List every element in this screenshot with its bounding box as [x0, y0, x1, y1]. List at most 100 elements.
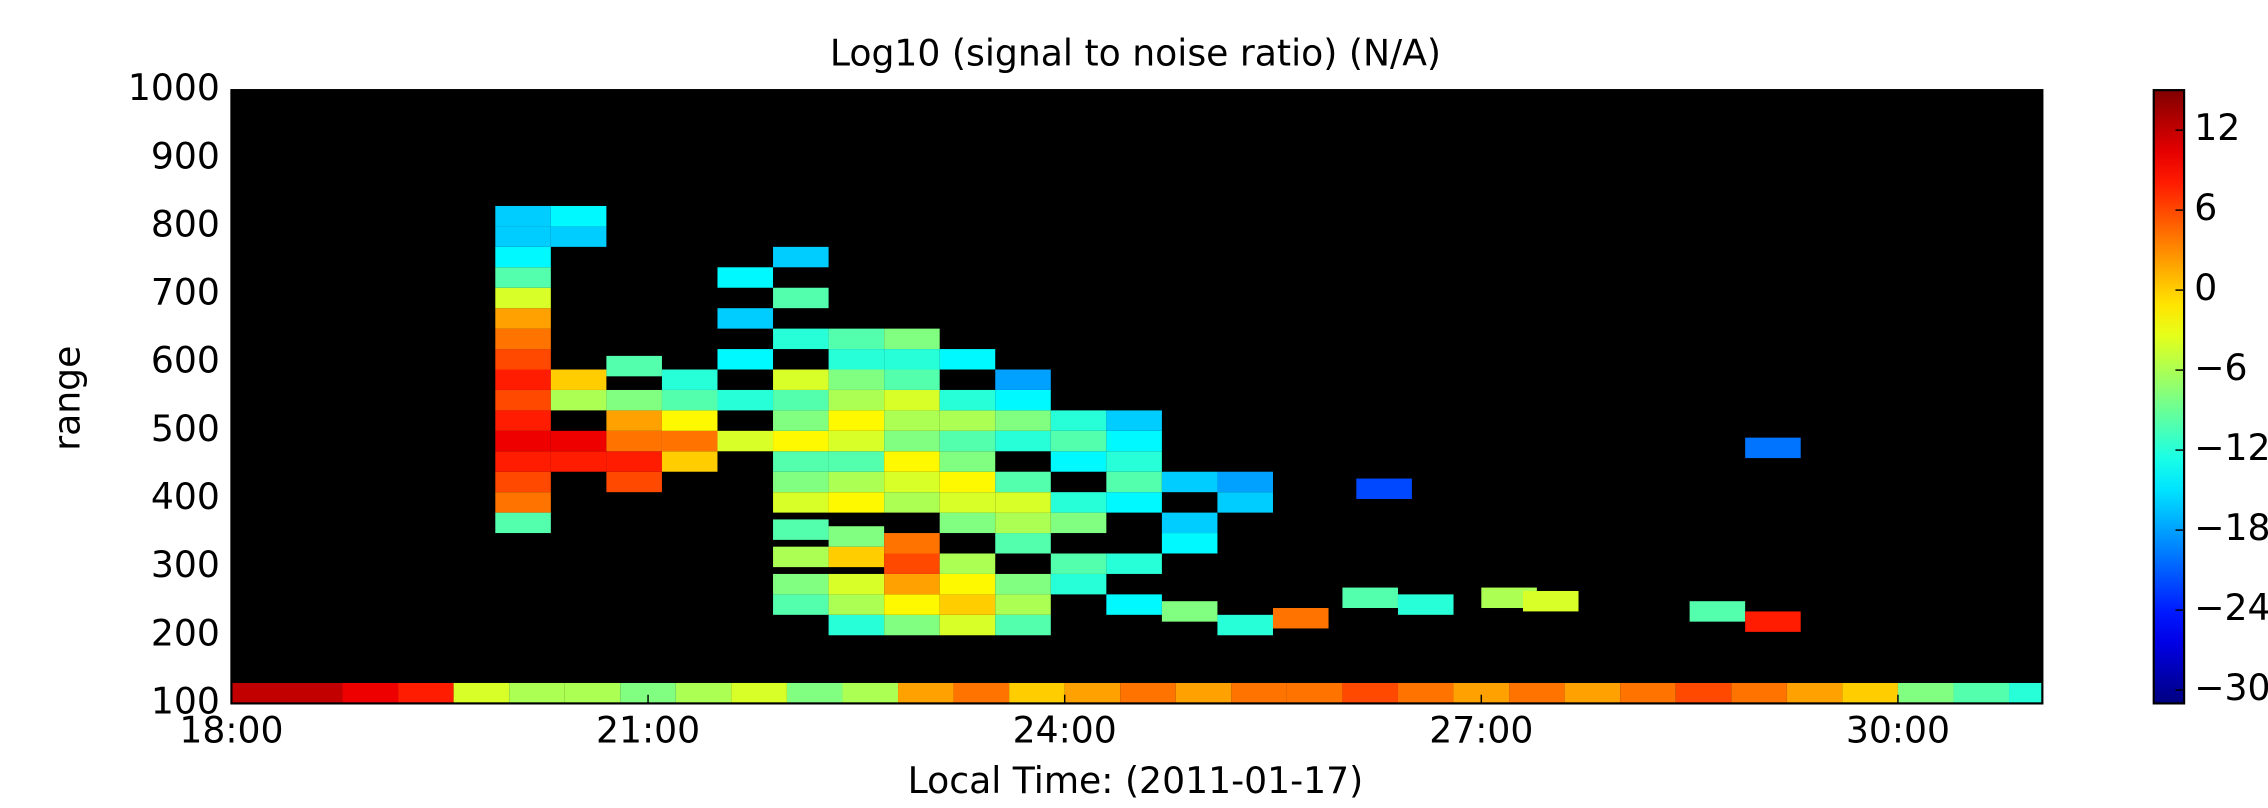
heatmap-cell: [1106, 410, 1162, 431]
heatmap-cell: [1272, 608, 1329, 629]
heatmap-cell: [509, 682, 565, 704]
heatmap-cell: [828, 430, 885, 452]
heatmap-cell: [453, 682, 510, 704]
heatmap-cell: [773, 246, 829, 268]
heatmap-cell: [1509, 682, 1565, 704]
heatmap-cell: [2009, 682, 2043, 704]
heatmap-cell: [939, 512, 996, 534]
heatmap-cell: [1286, 682, 1343, 704]
heatmap-cell: [1897, 682, 1954, 704]
heatmap-cell: [675, 682, 732, 704]
heatmap-cell: [606, 389, 662, 411]
y-axis-label: range: [45, 346, 88, 451]
heatmap-cell: [1064, 682, 1121, 704]
heatmap-cell: [1161, 471, 1218, 493]
colorbar: [2152, 89, 2186, 705]
heatmap-cell: [995, 389, 1051, 411]
heatmap-cell: [939, 430, 996, 452]
heatmap-cell: [828, 389, 885, 411]
heatmap-cell: [495, 389, 551, 411]
heatmap-cell: [661, 451, 718, 472]
colorbar-tick-label: −18: [2194, 506, 2268, 549]
heatmap-cell: [1953, 682, 2010, 704]
heatmap-cell: [828, 410, 885, 431]
y-tick-label: 600: [151, 339, 220, 382]
heatmap-cell: [717, 349, 774, 370]
heatmap-cell: [1120, 682, 1176, 704]
heatmap-cell: [1106, 553, 1162, 574]
heatmap-cell: [995, 594, 1051, 615]
heatmap-cell: [1009, 682, 1065, 704]
heatmap-cell: [884, 389, 940, 411]
heatmap-cell: [1106, 594, 1162, 615]
heatmap-cell: [550, 205, 607, 227]
heatmap-cell: [1342, 587, 1398, 609]
heatmap-cell: [717, 267, 774, 288]
heatmap-cell: [773, 389, 829, 411]
heatmap-cell: [550, 430, 607, 452]
heatmap-cell: [495, 246, 551, 268]
heatmap-cell: [773, 471, 829, 493]
heatmap-cell: [495, 226, 551, 247]
heatmap-cell: [939, 594, 996, 615]
heatmap-cell: [995, 369, 1051, 390]
heatmap-cell: [1689, 601, 1746, 622]
x-tick-label: 21:00: [596, 708, 700, 751]
heatmap-cell: [1745, 437, 1801, 459]
heatmap-cell: [1161, 512, 1218, 534]
heatmap-cell: [939, 492, 996, 513]
heatmap-cell: [773, 546, 829, 568]
heatmap-cell: [773, 594, 829, 615]
heatmap-cell: [495, 308, 551, 329]
heatmap-cell: [1745, 611, 1801, 632]
heatmap-cell: [828, 546, 885, 568]
heatmap-cell: [1620, 682, 1676, 704]
heatmap-cell: [995, 614, 1051, 636]
heatmap-cell: [953, 682, 1010, 704]
heatmap-cell: [606, 451, 662, 472]
y-tick-label: 900: [151, 134, 220, 177]
heatmap-cell: [773, 430, 829, 452]
heatmap-cell: [1522, 590, 1579, 612]
heatmap-cell: [717, 430, 774, 452]
heatmap-cell: [1842, 682, 1898, 704]
heatmap-cell: [495, 410, 551, 431]
heatmap-cell: [884, 573, 940, 595]
heatmap-cell: [773, 328, 829, 350]
heatmap-cell: [1342, 682, 1398, 704]
heatmap-cell: [495, 492, 551, 513]
heatmap-cell: [828, 369, 885, 390]
heatmap-cell: [1161, 533, 1218, 554]
heatmap-cell: [939, 349, 996, 370]
heatmap-cell: [495, 471, 551, 493]
heatmap-cell: [884, 430, 940, 452]
y-tick-label: 100: [151, 679, 220, 722]
heatmap-cell: [1106, 471, 1162, 493]
y-tick-label: 200: [151, 611, 220, 654]
heatmap-cell: [884, 614, 940, 636]
heatmap-cell: [1397, 594, 1454, 615]
heatmap-cell: [773, 287, 829, 309]
heatmap-cell: [1050, 430, 1107, 452]
heatmap-cell: [1564, 682, 1621, 704]
heatmap-cell: [773, 410, 829, 431]
heatmap-cell: [495, 430, 551, 452]
heatmap-cell: [939, 471, 996, 493]
y-tick-label: 400: [151, 475, 220, 518]
heatmap-cell: [1397, 682, 1454, 704]
heatmap-cell: [661, 430, 718, 452]
heatmap-cell: [884, 328, 940, 350]
heatmap-cell: [828, 492, 885, 513]
heatmap-cell: [342, 682, 399, 704]
heatmap-cell: [884, 471, 940, 493]
heatmap-cell: [1453, 682, 1510, 704]
heatmap-cell: [661, 389, 718, 411]
heatmap-cell: [398, 682, 454, 704]
heatmap-cell: [606, 355, 662, 377]
heatmap-cell: [884, 492, 940, 513]
colorbar-tick-label: −12: [2194, 426, 2268, 469]
heatmap-cell: [1050, 512, 1107, 534]
heatmap-cell: [939, 573, 996, 595]
heatmap-cell: [773, 519, 829, 540]
